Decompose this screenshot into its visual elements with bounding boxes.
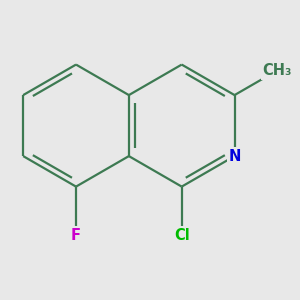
Text: N: N <box>228 148 241 164</box>
Text: Cl: Cl <box>174 228 190 243</box>
Text: CH₃: CH₃ <box>262 63 292 78</box>
Text: F: F <box>71 228 81 243</box>
